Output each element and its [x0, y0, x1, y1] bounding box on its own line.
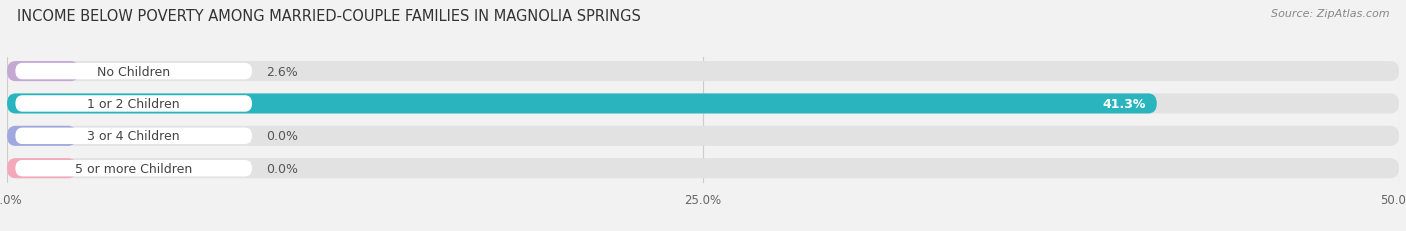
Text: 0.0%: 0.0%: [266, 162, 298, 175]
Text: 1 or 2 Children: 1 or 2 Children: [87, 97, 180, 110]
Text: INCOME BELOW POVERTY AMONG MARRIED-COUPLE FAMILIES IN MAGNOLIA SPRINGS: INCOME BELOW POVERTY AMONG MARRIED-COUPL…: [17, 9, 641, 24]
Text: No Children: No Children: [97, 65, 170, 78]
FancyBboxPatch shape: [7, 158, 77, 179]
FancyBboxPatch shape: [15, 128, 252, 144]
FancyBboxPatch shape: [15, 96, 252, 112]
Text: 2.6%: 2.6%: [266, 65, 298, 78]
FancyBboxPatch shape: [7, 94, 1157, 114]
FancyBboxPatch shape: [7, 62, 1399, 82]
Text: 3 or 4 Children: 3 or 4 Children: [87, 130, 180, 143]
Text: Source: ZipAtlas.com: Source: ZipAtlas.com: [1271, 9, 1389, 19]
Text: 0.0%: 0.0%: [266, 130, 298, 143]
FancyBboxPatch shape: [7, 126, 1399, 146]
FancyBboxPatch shape: [7, 62, 79, 82]
FancyBboxPatch shape: [7, 94, 1399, 114]
FancyBboxPatch shape: [15, 64, 252, 80]
Text: 5 or more Children: 5 or more Children: [75, 162, 193, 175]
Text: 41.3%: 41.3%: [1102, 97, 1146, 110]
FancyBboxPatch shape: [7, 126, 77, 146]
FancyBboxPatch shape: [15, 160, 252, 177]
FancyBboxPatch shape: [7, 158, 1399, 179]
